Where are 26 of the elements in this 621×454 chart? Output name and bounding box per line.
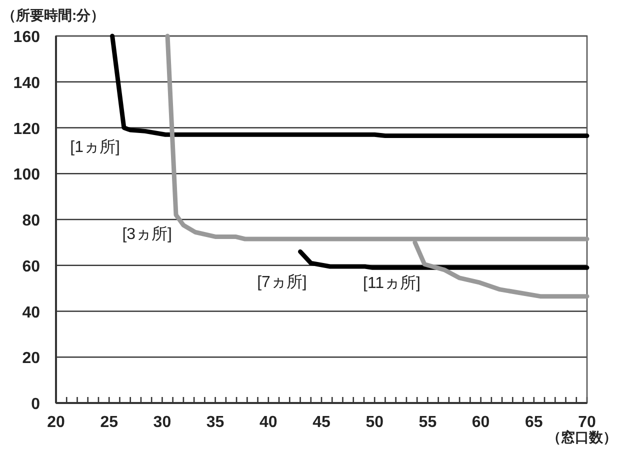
x-tick-label: 35 — [206, 414, 224, 431]
series-label: [11ヵ所] — [363, 274, 421, 292]
x-axis-title: （窓口数） — [547, 429, 617, 445]
y-tick-label: 100 — [13, 166, 40, 184]
y-tick-label: 160 — [13, 29, 40, 46]
x-tick-label: 60 — [472, 414, 490, 431]
y-tick-label: 20 — [22, 350, 40, 368]
x-tick-label: 25 — [100, 414, 118, 431]
x-tick-label: 70 — [578, 414, 596, 431]
x-tick-label: 50 — [366, 414, 384, 431]
y-tick-label: 0 — [31, 396, 40, 413]
y-tick-label: 120 — [13, 120, 40, 138]
x-tick-label: 40 — [260, 414, 278, 431]
series-label: [3ヵ所] — [122, 224, 172, 243]
x-tick-label: 20 — [47, 414, 65, 431]
x-tick-label: 30 — [153, 414, 172, 431]
x-tick-label: 55 — [418, 414, 437, 431]
series-label: [7ヵ所] — [257, 273, 307, 292]
x-tick-label: 45 — [312, 414, 330, 431]
x-tick-label: 65 — [525, 414, 543, 431]
y-tick-label: 40 — [22, 304, 40, 322]
y-tick-label: 60 — [22, 258, 40, 276]
y-tick-label: 80 — [22, 212, 40, 230]
y-tick-label: 140 — [13, 74, 40, 92]
series-label: [1ヵ所] — [70, 138, 120, 156]
y-axis-title: （所要時間:分） — [2, 7, 105, 23]
